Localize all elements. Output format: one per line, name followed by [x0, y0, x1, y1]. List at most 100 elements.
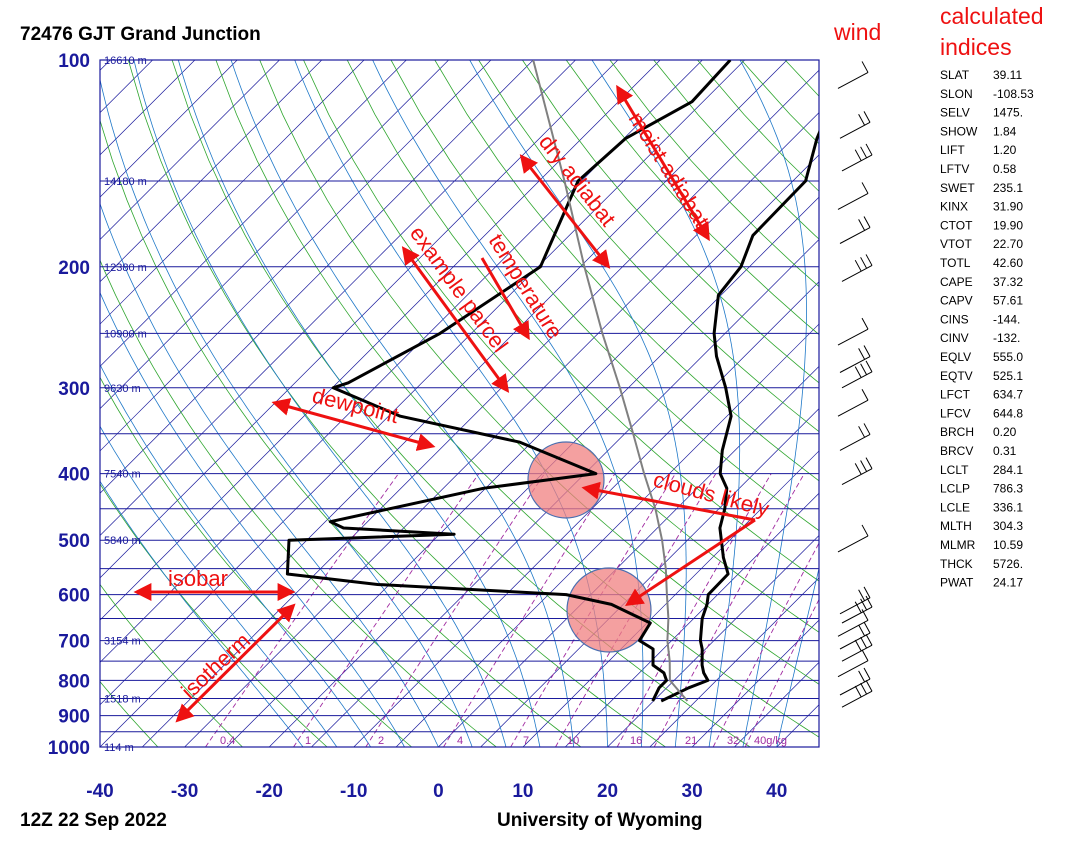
dry-adiabat-arrow: [519, 154, 611, 269]
parcel-arrow: [401, 246, 510, 393]
index-key: SLAT: [940, 68, 970, 82]
wind-barb: [841, 360, 873, 389]
isotherm-arrow: [175, 603, 296, 723]
dry-adiabat-line: [390, 60, 819, 532]
wind-barb: [839, 586, 871, 615]
wind-barb-feather: [861, 61, 869, 73]
index-key: VTOT: [940, 237, 972, 251]
clouds-arrow-lower: [624, 518, 756, 606]
mixing-ratio-label: 0.4: [220, 735, 235, 747]
index-key: TOTL: [940, 256, 971, 270]
wind-barb-feather: [863, 216, 871, 228]
wind-barb-feather: [861, 524, 869, 537]
source-label: University of Wyoming: [497, 810, 703, 831]
mixing-ratio-label: 21: [685, 735, 697, 747]
wind-barb-feather: [858, 113, 866, 126]
pressure-tick: 100: [58, 51, 90, 72]
isotherm-line: [100, 60, 534, 494]
index-value: 634.7: [993, 388, 1023, 402]
index-value: -144.: [993, 312, 1020, 326]
index-value: 1475.: [993, 106, 1023, 120]
mixing-ratio-line: [712, 542, 819, 747]
height-label: 12380 m: [104, 262, 147, 274]
wind-barb-feather: [865, 679, 873, 692]
index-key: SELV: [940, 106, 970, 120]
index-key: EQTV: [940, 369, 973, 383]
index-value: 555.0: [993, 350, 1023, 364]
indices-table: SLAT 39.11 SLON -108.53 SELV 1475. SHOW 1.84 LIF…: [940, 68, 1034, 590]
wind-barb-feather: [854, 149, 862, 161]
index-key: BRCH: [940, 425, 974, 439]
wind-barb-feather: [861, 609, 869, 621]
wind-barb: [841, 143, 873, 172]
wind-barb-feather: [863, 667, 871, 680]
wind-barb: [839, 216, 871, 244]
index-key: PWAT: [940, 576, 974, 590]
wind-barb-feather: [858, 348, 866, 360]
temperature-tick: -30: [171, 781, 198, 802]
wind-barb-feather: [854, 463, 862, 475]
index-key: CAPE: [940, 275, 973, 289]
dry-adiabat-line: [434, 60, 819, 482]
wind-barb: [837, 649, 869, 678]
wind-barb-staff: [841, 468, 873, 486]
wind-barb-feather: [860, 363, 868, 375]
clouds-arrow-upper: [581, 481, 756, 522]
isotherm-line: [100, 60, 576, 537]
isotherm-line: [691, 619, 819, 747]
wind-barb-feather: [858, 624, 866, 637]
height-label: 9630 m: [104, 383, 141, 395]
mixing-ratio-label: 7: [523, 735, 529, 747]
index-value: -108.53: [993, 87, 1034, 101]
index-value: 19.90: [993, 218, 1023, 232]
wind-barb: [837, 61, 869, 89]
isotherm-line: [100, 60, 365, 325]
height-label: 5840 m: [104, 535, 141, 547]
temperature-tick: 20: [597, 781, 618, 802]
index-value: 24.17: [993, 576, 1023, 590]
index-key: LCLT: [940, 463, 969, 477]
isotherm-line: [100, 60, 492, 452]
wind-barb-staff: [837, 192, 869, 210]
wind-barb-staff: [837, 71, 869, 89]
isotherm-line: [776, 704, 819, 747]
wind-barb-feather: [863, 621, 871, 634]
temperature-tick: 30: [682, 781, 703, 802]
wind-barb-feather: [861, 649, 869, 661]
index-key: KINX: [940, 200, 968, 214]
pressure-tick: 300: [58, 379, 90, 400]
skewed-isotherms: [100, 60, 819, 747]
index-key: CAPV: [940, 294, 973, 308]
wind-barb: [841, 595, 873, 624]
index-key: SLON: [940, 87, 973, 101]
wind-barb-feather: [854, 366, 862, 378]
height-label: 10900 m: [104, 328, 147, 340]
height-label: 114 m: [104, 742, 134, 754]
isotherm-line: [100, 60, 323, 283]
wind-barb: [841, 633, 873, 662]
moist-adiabat-line: [100, 425, 338, 747]
dewpoint-label: dewpoint: [310, 383, 402, 429]
index-key: THCK: [940, 557, 973, 571]
indices-title-line2: indices: [940, 34, 1012, 60]
index-value: 525.1: [993, 369, 1023, 383]
wind-barb: [839, 621, 871, 650]
wind-barb-staff: [839, 678, 871, 696]
pressure-tick: 1000: [48, 738, 90, 759]
wind-barb-feather: [858, 426, 866, 438]
isotherm-line: [100, 60, 238, 198]
isotherm-line: [353, 281, 819, 747]
wind-barb-staff: [841, 154, 873, 172]
wind-barb-staff: [839, 227, 871, 244]
index-value: 37.32: [993, 275, 1023, 289]
mixing-ratio-label: 40g/kg: [754, 735, 787, 747]
wind-barb-staff: [839, 597, 871, 615]
wind-barb-feather: [854, 601, 862, 614]
isobar-label: isobar: [168, 566, 228, 591]
isotherm-line: [100, 60, 407, 367]
moist-adiabat-line: [100, 78, 473, 747]
wind-barb-feather: [860, 146, 868, 159]
index-key: LFCT: [940, 388, 971, 402]
wind-barb: [839, 423, 871, 451]
